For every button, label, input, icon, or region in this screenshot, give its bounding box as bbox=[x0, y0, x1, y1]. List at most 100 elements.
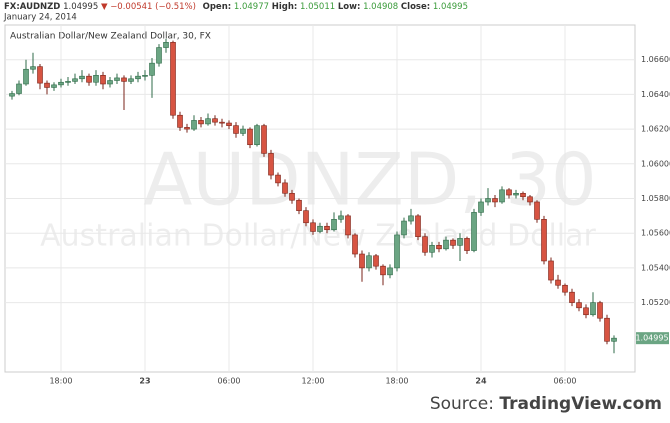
candle-body bbox=[338, 215, 344, 220]
candle-body bbox=[30, 66, 36, 70]
candle-body bbox=[513, 192, 519, 196]
candle-body bbox=[149, 62, 155, 76]
candle-body bbox=[128, 78, 134, 82]
watermark: AUDNZD, 30 bbox=[143, 138, 596, 222]
y-tick-label: 1.06600 bbox=[641, 55, 670, 64]
candle-body bbox=[436, 245, 442, 250]
close-label: Close: bbox=[401, 2, 430, 12]
candle-body bbox=[352, 234, 358, 255]
candle-body bbox=[184, 127, 190, 130]
high-label: High: bbox=[272, 2, 298, 12]
arrow: ▼ bbox=[101, 2, 108, 12]
candle-body bbox=[275, 174, 281, 184]
candle-body bbox=[51, 84, 57, 88]
candle-body bbox=[485, 198, 491, 203]
symbol: FX:AUDNZD bbox=[4, 2, 60, 12]
x-tick-label: 18:00 bbox=[385, 377, 408, 386]
candle-body bbox=[142, 75, 148, 77]
candle-body bbox=[310, 222, 316, 232]
candle-body bbox=[37, 66, 43, 84]
open-label: Open: bbox=[203, 2, 232, 12]
header-line: FX:AUDNZD 1.04995 ▼ −0.00541 (−0.51%) Op… bbox=[4, 2, 468, 12]
y-tick-label: 1.06200 bbox=[641, 125, 670, 134]
candle-body bbox=[562, 284, 568, 293]
candle-body bbox=[492, 198, 498, 203]
candle-body bbox=[247, 128, 253, 146]
candle-body bbox=[443, 239, 449, 250]
candle-body bbox=[79, 75, 85, 80]
candle-body bbox=[268, 153, 274, 176]
close: 1.04995 bbox=[433, 2, 468, 12]
y-tick-label: 1.05600 bbox=[641, 229, 670, 238]
candle-body bbox=[450, 239, 456, 246]
candle-body bbox=[58, 81, 64, 86]
candle-body bbox=[254, 125, 260, 146]
candle-body bbox=[457, 238, 463, 246]
candle-body bbox=[296, 199, 302, 211]
candle-body bbox=[219, 121, 225, 124]
plot bbox=[5, 25, 635, 372]
candle-body bbox=[261, 125, 267, 154]
candle-body bbox=[506, 189, 512, 196]
source-label: Source: bbox=[430, 394, 494, 414]
candle-body bbox=[282, 182, 288, 194]
candle-body bbox=[576, 302, 582, 309]
candle-body bbox=[317, 225, 323, 232]
candle-body bbox=[72, 78, 78, 82]
candle-body bbox=[16, 83, 22, 94]
candle-body bbox=[373, 255, 379, 267]
candle-body bbox=[289, 192, 295, 201]
date: January 24, 2014 bbox=[3, 13, 77, 23]
candle-body bbox=[23, 68, 29, 85]
last-price-label: 1.04995 bbox=[635, 334, 668, 343]
candle-body bbox=[86, 75, 92, 83]
candle-body bbox=[177, 114, 183, 128]
candle-body bbox=[212, 118, 218, 123]
candle-body bbox=[366, 255, 372, 269]
candle-body bbox=[527, 196, 533, 203]
candle-body bbox=[114, 77, 120, 81]
candle-body bbox=[597, 302, 603, 319]
x-tick-label: 06:00 bbox=[217, 377, 240, 386]
candle-body bbox=[44, 82, 50, 88]
x-tick-label: 23 bbox=[139, 377, 150, 386]
candle-body bbox=[471, 212, 477, 251]
x-tick-label: 12:00 bbox=[301, 377, 324, 386]
x-tick-label: 18:00 bbox=[49, 377, 72, 386]
brand: TradingView.com bbox=[499, 394, 662, 414]
y-tick-label: 1.05800 bbox=[641, 194, 670, 203]
candle-body bbox=[499, 189, 505, 203]
candle-body bbox=[107, 80, 113, 85]
candle-body bbox=[520, 192, 526, 198]
candle-body bbox=[387, 267, 393, 276]
candle-body bbox=[9, 93, 15, 97]
candle-body bbox=[170, 42, 176, 116]
candle-body bbox=[100, 75, 106, 85]
x-tick-label: 06:00 bbox=[553, 377, 576, 386]
candle-body bbox=[611, 337, 617, 342]
candle-body bbox=[604, 317, 610, 342]
candle-body bbox=[408, 215, 414, 222]
candle-body bbox=[429, 245, 435, 253]
y-tick-label: 1.06000 bbox=[641, 159, 670, 168]
candle-body bbox=[583, 307, 589, 316]
y-tick-label: 1.05200 bbox=[641, 298, 670, 307]
candle-body bbox=[303, 210, 309, 224]
candle-body bbox=[569, 291, 575, 303]
low-label: Low: bbox=[338, 2, 361, 12]
candle-body bbox=[541, 219, 547, 262]
candle-body bbox=[415, 215, 421, 237]
candle-body bbox=[422, 236, 428, 253]
candle-body bbox=[478, 201, 484, 213]
candle-body bbox=[380, 265, 386, 276]
candle-body bbox=[464, 238, 470, 251]
last-price-box bbox=[636, 332, 669, 345]
candle-body bbox=[331, 219, 337, 231]
candle-body bbox=[394, 234, 400, 269]
candle-body bbox=[548, 260, 554, 281]
candle-body bbox=[191, 120, 197, 130]
high: 1.05011 bbox=[300, 2, 335, 12]
x-tick-label: 24 bbox=[475, 377, 487, 386]
candle-body bbox=[205, 118, 211, 125]
